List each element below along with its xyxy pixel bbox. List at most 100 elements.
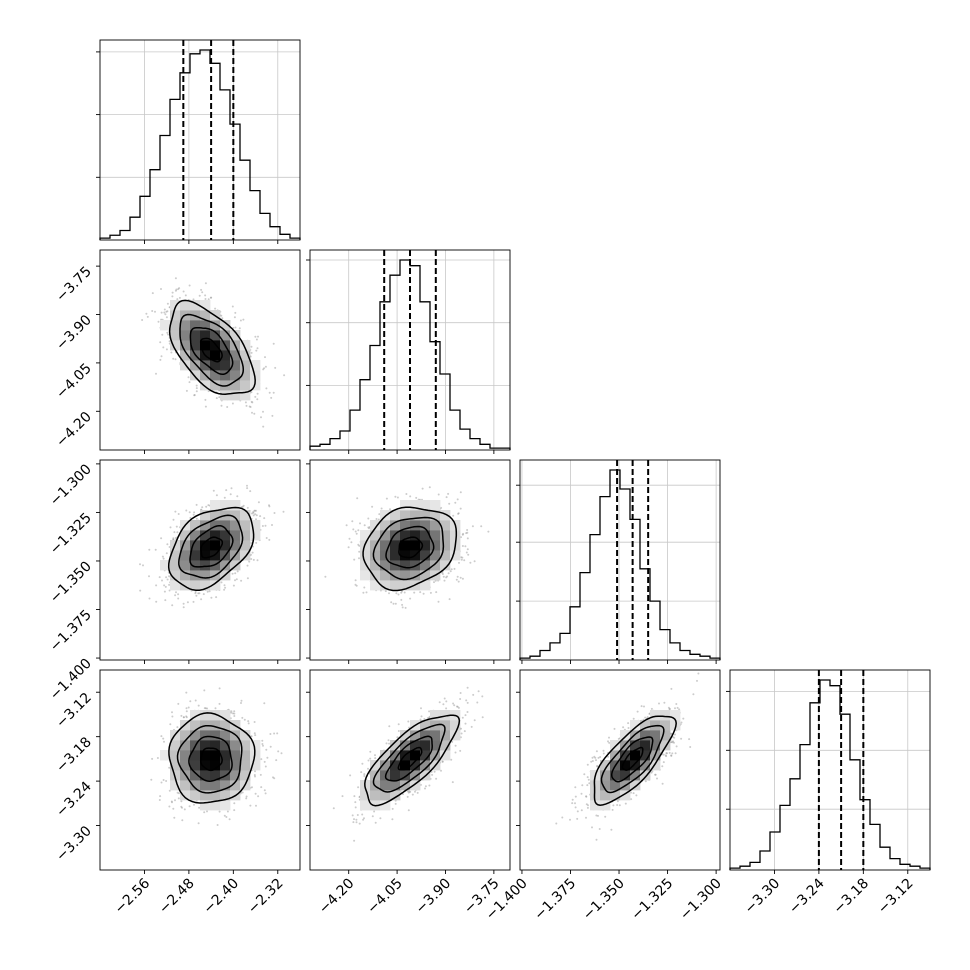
scatter-point <box>246 577 249 580</box>
contour-line <box>168 299 256 395</box>
scatter-point <box>665 752 668 755</box>
scatter-point <box>280 752 283 755</box>
pair-panel-p1-p3 <box>139 484 285 609</box>
density-cell <box>640 720 651 731</box>
scatter-point <box>387 739 390 742</box>
scatter-point <box>245 797 248 800</box>
scatter-point <box>177 597 180 600</box>
density-cell <box>190 300 201 311</box>
scatter-point <box>602 749 605 752</box>
scatter-point <box>363 775 366 777</box>
scatter-point <box>396 496 399 499</box>
density-cell <box>210 580 221 591</box>
histogram-p3 <box>516 460 721 660</box>
scatter-point <box>678 708 681 711</box>
scatter-point <box>162 346 165 349</box>
scatter-point <box>437 600 440 603</box>
scatter-point <box>676 706 679 709</box>
scatter-point <box>193 394 196 396</box>
scatter-point <box>435 777 438 780</box>
density-cell <box>250 520 261 531</box>
scatter-point <box>185 707 188 710</box>
scatter-point <box>165 552 168 555</box>
density-cell <box>240 750 251 761</box>
histogram-step-p1 <box>99 49 301 240</box>
density-cell <box>610 790 621 801</box>
scatter-point <box>465 699 468 702</box>
scatter-point <box>459 507 462 510</box>
density-cell <box>610 740 621 751</box>
contour-line <box>600 724 665 794</box>
density-cell <box>620 730 631 741</box>
scatter-point <box>668 708 671 711</box>
density-cell <box>400 540 411 551</box>
density-cell <box>370 580 381 591</box>
density-cell <box>400 780 411 791</box>
density-cell <box>360 570 371 581</box>
scatter-point <box>447 492 450 495</box>
scatter-point <box>202 593 205 596</box>
scatter-point <box>233 712 236 715</box>
scatter-point <box>453 704 456 707</box>
density-cell <box>190 770 201 781</box>
density-cell <box>200 520 211 531</box>
scatter-point <box>374 757 377 760</box>
scatter-point <box>264 524 267 527</box>
density-cell <box>200 320 211 331</box>
scatter-point <box>182 716 185 719</box>
density-cell <box>180 350 191 361</box>
scatter-point <box>193 511 196 514</box>
scatter-point <box>454 744 457 747</box>
density-cell <box>410 760 421 771</box>
y-tick-label: −3.30 <box>53 823 95 865</box>
density-cell <box>390 540 401 551</box>
density-cell <box>630 760 641 771</box>
x-tick-label: −4.05 <box>364 876 406 918</box>
density-cell <box>240 530 251 541</box>
y-tick-label: −1.350 <box>47 558 95 606</box>
scatter-point <box>680 721 683 724</box>
scatter-point <box>461 577 464 580</box>
density-cell <box>200 760 211 771</box>
density-cell <box>640 740 651 751</box>
density-cell <box>220 320 231 331</box>
density-cell <box>420 530 431 541</box>
scatter-point <box>254 775 256 778</box>
scatter-point <box>260 786 263 789</box>
scatter-point <box>480 525 483 528</box>
scatter-point <box>188 805 191 808</box>
scatter-point <box>232 584 235 587</box>
scatter-point <box>273 732 276 735</box>
density-cell <box>200 770 211 781</box>
scatter-point <box>165 576 168 579</box>
scatter-point <box>461 545 464 547</box>
scatter-point <box>403 591 406 594</box>
density-cell <box>410 530 421 541</box>
density-cell <box>170 330 181 341</box>
contour-line <box>364 714 461 807</box>
scatter-point <box>587 778 590 781</box>
density-cell <box>600 770 611 781</box>
density-cell <box>410 740 421 751</box>
density-cell <box>410 770 421 781</box>
scatter-point <box>177 797 180 800</box>
density-cell <box>210 540 221 551</box>
scatter-point <box>268 538 271 541</box>
scatter-point <box>656 777 658 780</box>
density-cell <box>250 740 261 751</box>
scatter-point <box>160 355 163 358</box>
scatter-point <box>440 506 443 509</box>
scatter-point <box>185 509 188 512</box>
scatter-point <box>358 557 360 560</box>
scatter-point <box>390 601 393 604</box>
y-tick-label: −4.20 <box>53 409 95 451</box>
density-cell <box>420 510 431 521</box>
scatter-point <box>166 331 169 334</box>
scatter-point <box>431 773 434 776</box>
scatter-point <box>244 401 247 404</box>
scatter-point <box>466 701 469 704</box>
x-tick-label: −2.56 <box>112 875 154 917</box>
density-cell <box>420 500 431 511</box>
scatter-point <box>189 700 192 703</box>
scatter-point <box>452 702 455 705</box>
